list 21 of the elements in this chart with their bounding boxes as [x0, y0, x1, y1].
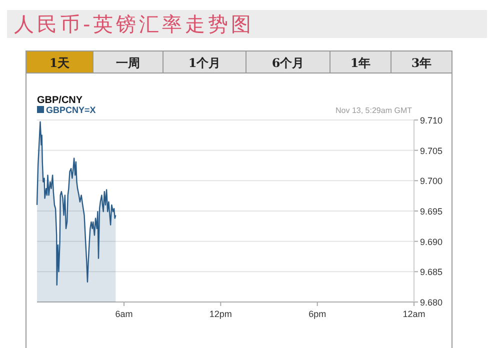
text: 一周 [116, 56, 140, 70]
text: 1年 [350, 56, 371, 70]
y-tick-label: 9.690 [420, 236, 443, 247]
text: 3年 [411, 56, 432, 70]
text: 1天 [49, 56, 71, 70]
y-tick-label: 9.680 [420, 298, 443, 308]
x-tick-label: 6pm [308, 309, 326, 319]
text: 1个月 [188, 56, 221, 70]
y-tick-label: 9.700 [420, 176, 443, 186]
y-tick-label: 9.695 [420, 206, 443, 216]
chart-subtitle: GBP/CNY [37, 95, 83, 106]
x-tick-label: 6am [115, 309, 133, 319]
y-tick-label: 9.685 [420, 267, 443, 278]
y-tick-label: 9.705 [420, 146, 443, 156]
y-tick-label: 9.710 [420, 116, 443, 126]
chart-title: 人民币-英镑汇率走势图 [14, 12, 254, 36]
text: Nov 13, 5:29am GMT [336, 106, 412, 115]
text: 6个月 [272, 56, 304, 70]
legend-label: GBPCNY=X [46, 105, 96, 115]
x-tick-label: 12pm [209, 309, 232, 319]
x-tick-label: 12am [402, 309, 426, 319]
